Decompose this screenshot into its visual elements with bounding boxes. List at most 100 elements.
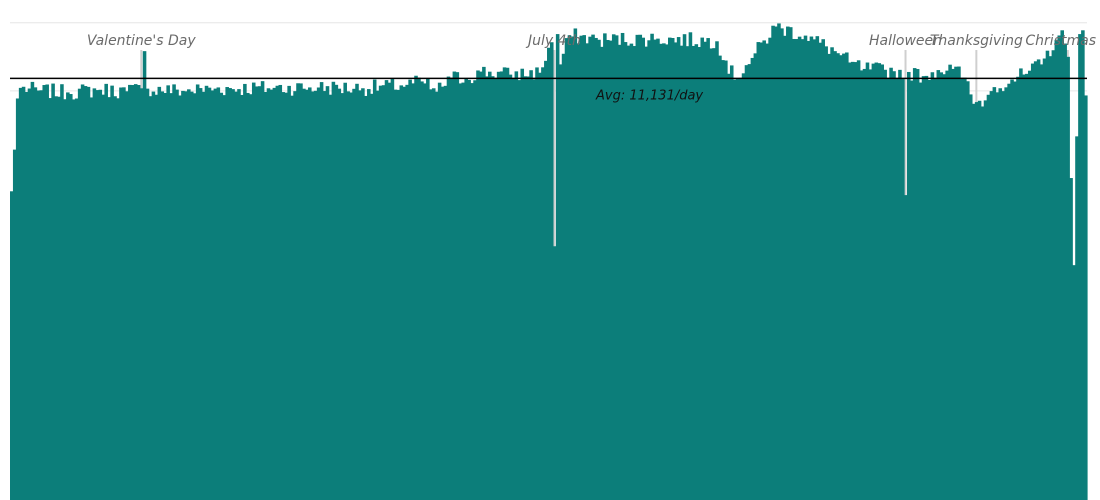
bar-day-286: [850, 61, 855, 500]
bar-day-120: [361, 88, 365, 500]
bar-day-67: [204, 85, 209, 500]
bar-day-106: [319, 82, 324, 500]
bar-day-45: [139, 88, 144, 500]
bar-day-85: [257, 86, 262, 500]
bar-day-260: [774, 26, 778, 500]
bar-day-173: [517, 80, 522, 500]
bar-day-28: [89, 97, 94, 500]
bar-day-72: [219, 92, 224, 500]
bar-day-146: [437, 82, 442, 500]
bar-day-228: [679, 45, 684, 500]
bar-day-346: [1027, 70, 1032, 500]
bar-day-222: [662, 43, 666, 500]
bar-day-257: [765, 43, 769, 500]
bar-day-327: [971, 103, 976, 500]
bar-day-121: [364, 95, 368, 500]
bar-layer: [10, 23, 1088, 500]
bar-day-323: [960, 77, 964, 500]
bar-day-66: [201, 91, 206, 500]
bar-day-284: [845, 52, 849, 500]
bar-day-166: [496, 71, 501, 500]
bar-day-360: [1069, 178, 1073, 500]
bar-day-9: [33, 87, 38, 500]
bar-day-334: [992, 87, 997, 500]
bar-day-4: [18, 87, 23, 500]
bar-day-215: [641, 37, 645, 500]
bar-day-293: [871, 63, 876, 500]
bar-day-354: [1051, 50, 1056, 500]
bar-day-170: [508, 74, 513, 500]
bar-day-11: [39, 90, 44, 500]
bar-day-339: [1007, 83, 1011, 500]
bar-day-318: [945, 70, 949, 500]
bar-day-316: [939, 72, 944, 500]
bar-day-233: [694, 44, 699, 500]
bar-day-115: [346, 91, 350, 500]
bar-day-205: [611, 34, 616, 500]
bar-day-197: [588, 36, 592, 500]
bar-day-20: [66, 92, 70, 500]
bar-day-110: [331, 81, 336, 500]
bar-day-144: [431, 88, 436, 500]
bar-day-98: [296, 83, 300, 500]
bar-day-358: [1063, 43, 1067, 500]
bar-day-206: [614, 35, 619, 500]
bar-day-247: [735, 78, 740, 500]
bar-day-307: [912, 68, 917, 500]
bar-day-104: [313, 90, 318, 500]
bar-day-296: [880, 64, 884, 500]
bar-day-34: [107, 97, 111, 500]
bar-day-341: [1013, 81, 1017, 500]
bar-day-315: [936, 70, 941, 500]
bar-day-114: [343, 82, 347, 500]
bar-day-357: [1060, 30, 1064, 500]
bar-day-59: [181, 90, 185, 500]
bar-day-23: [74, 98, 79, 500]
bar-day-31: [98, 89, 103, 500]
bar-day-129: [387, 82, 392, 500]
bar-day-353: [1048, 56, 1053, 500]
bar-day-71: [216, 87, 221, 500]
bar-day-36: [113, 96, 117, 500]
bar-day-81: [246, 92, 250, 500]
holiday-label: Thanksgiving: [930, 33, 1023, 49]
bar-day-80: [243, 83, 247, 500]
bar-day-203: [606, 39, 610, 500]
bar-day-100: [302, 88, 306, 500]
bar-day-268: [797, 36, 802, 500]
bar-day-162: [485, 76, 489, 500]
bar-day-343: [1019, 68, 1023, 500]
bar-day-3: [15, 98, 20, 500]
bar-day-53: [163, 92, 167, 500]
bar-day-175: [523, 76, 527, 500]
bar-day-304: [904, 195, 908, 500]
bar-day-29: [92, 88, 97, 500]
bar-day-309: [918, 82, 923, 500]
bar-day-333: [989, 91, 994, 500]
bar-day-40: [125, 91, 129, 500]
bar-day-69: [210, 90, 215, 500]
bar-day-15: [51, 83, 55, 500]
bar-day-130: [390, 78, 395, 500]
bar-day-356: [1057, 35, 1062, 500]
bar-day-223: [665, 44, 669, 500]
bar-day-352: [1045, 50, 1050, 500]
bar-day-119: [358, 90, 362, 500]
bar-day-117: [352, 88, 356, 500]
bar-day-236: [703, 41, 707, 500]
bar-day-155: [464, 78, 468, 500]
bar-day-165: [493, 78, 498, 500]
bar-day-265: [788, 27, 793, 500]
bar-day-46: [142, 51, 147, 500]
bar-day-83: [251, 82, 256, 500]
bar-day-239: [712, 48, 716, 500]
bar-day-285: [847, 62, 852, 500]
bar-day-124: [372, 79, 377, 500]
bar-day-189: [564, 38, 569, 500]
bar-day-140: [420, 81, 424, 500]
bar-day-254: [756, 42, 761, 500]
bar-day-12: [42, 85, 47, 500]
bar-day-210: [626, 45, 631, 500]
bar-day-221: [659, 43, 663, 500]
bar-day-186: [555, 34, 560, 500]
